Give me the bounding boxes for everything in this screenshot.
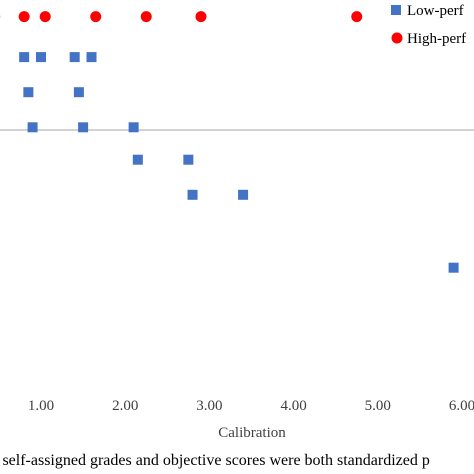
points-layer xyxy=(0,11,459,273)
low-perf-point-4 xyxy=(86,52,97,63)
low-perf-point-7 xyxy=(27,122,38,133)
x-tick-label: 1.00 xyxy=(28,398,54,414)
high-perf-point-11 xyxy=(195,11,207,23)
x-tick-label: 4.00 xyxy=(280,398,306,414)
legend: Low-perf High-perf xyxy=(391,3,466,47)
figure-caption: l self-assigned grades and objective sco… xyxy=(0,452,430,469)
x-tick-label: 2.00 xyxy=(112,398,138,414)
low-perf-point-5 xyxy=(23,87,34,98)
low-perf-point-3 xyxy=(69,52,80,63)
legend-marker-low-perf xyxy=(391,5,401,15)
x-tick-label: 6.00 xyxy=(449,398,474,414)
low-perf-point-9 xyxy=(128,122,139,133)
low-perf-point-6 xyxy=(73,87,84,98)
x-tick-label: 5.00 xyxy=(365,398,391,414)
low-perf-point-8 xyxy=(78,122,89,133)
x-axis-title: Calibration xyxy=(218,425,286,441)
legend-label-high-perf: High-perf xyxy=(407,31,466,47)
high-perf-point-9 xyxy=(90,11,102,23)
low-perf-point-12 xyxy=(187,189,198,200)
high-perf-point-8 xyxy=(39,11,51,23)
low-perf-point-1 xyxy=(19,52,30,63)
low-perf-point-10 xyxy=(132,154,143,165)
low-perf-point-2 xyxy=(36,52,46,63)
x-tick-labels: 1.00 2.00 3.00 4.00 5.00 6.00 xyxy=(28,398,474,414)
high-perf-point-7 xyxy=(18,11,30,23)
low-perf-point-11 xyxy=(183,154,194,165)
high-perf-point-10 xyxy=(140,11,152,23)
high-perf-point-12 xyxy=(351,11,363,23)
low-perf-point-14 xyxy=(448,262,459,273)
legend-label-low-perf: Low-perf xyxy=(407,3,464,19)
x-tick-label: 3.00 xyxy=(196,398,222,414)
legend-marker-high-perf xyxy=(391,32,403,44)
low-perf-point-13 xyxy=(238,189,249,200)
